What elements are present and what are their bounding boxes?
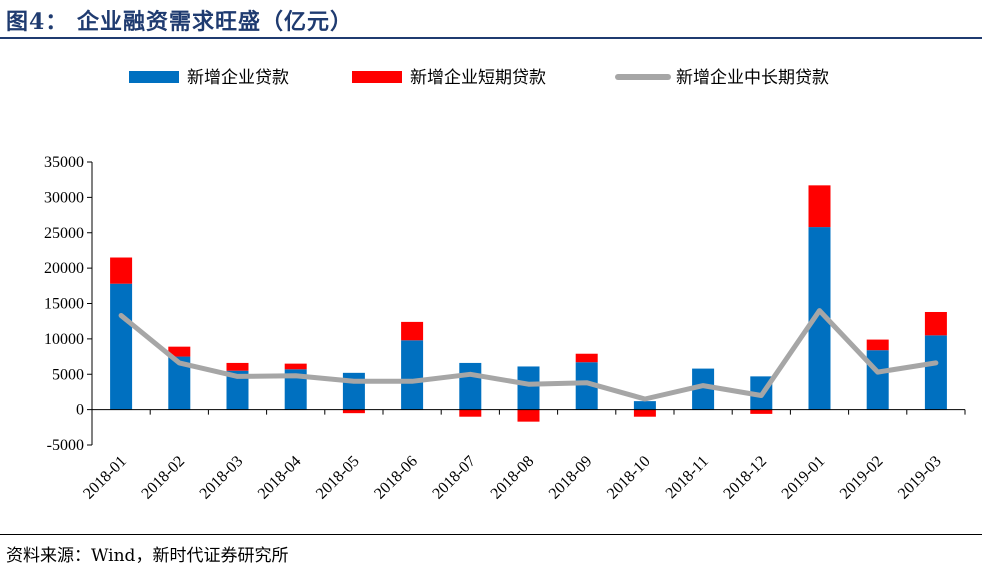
bar-total: [575, 362, 598, 410]
x-tick-label: 2018-10: [604, 453, 654, 503]
legend-swatch: [352, 71, 402, 83]
y-tick-label: 0: [76, 402, 84, 419]
x-tick-label: 2018-08: [488, 453, 538, 503]
y-tick-label: 10000: [44, 331, 84, 348]
bar-short: [575, 353, 598, 363]
y-tick-label: 35000: [44, 154, 84, 171]
source-rule: [0, 534, 982, 535]
bar-short: [633, 409, 656, 417]
x-tick-label: 2018-12: [720, 453, 770, 503]
bar-total: [924, 335, 947, 410]
bar-total: [633, 401, 656, 410]
bar-short: [924, 311, 947, 336]
line-long-term: [118, 308, 939, 402]
y-tick-label: 5000: [52, 366, 84, 383]
line-series: [118, 308, 939, 402]
bar-total: [226, 370, 249, 410]
bar-total: [808, 227, 831, 410]
bar-short: [866, 339, 889, 351]
x-tick-label: 2019-02: [837, 453, 887, 503]
x-tick-label: 2018-11: [663, 453, 712, 502]
y-tick-label: 15000: [44, 296, 84, 313]
x-tick-label: 2019-03: [895, 453, 945, 503]
y-tick-label: 20000: [44, 260, 84, 277]
legend-label: 新增企业中长期贷款: [676, 68, 829, 88]
x-tick-label: 2018-01: [80, 453, 130, 503]
chart-title: 图4： 企业融资需求旺盛（亿元）: [6, 9, 353, 35]
x-tick-label: 2018-09: [546, 453, 596, 503]
bar-total: [866, 350, 889, 410]
legend-label: 新增企业短期贷款: [410, 68, 546, 88]
title-rule: [0, 37, 982, 39]
y-axis: 35000 30000 25000 20000 15000 10000 5000 0 -5000: [44, 154, 93, 454]
bar-short: [110, 257, 133, 284]
x-tick-label: 2018-05: [313, 453, 363, 503]
bar-short: [226, 362, 249, 371]
bar-total: [284, 369, 307, 410]
bar-short: [401, 321, 424, 341]
x-tick-label: 2018-07: [429, 453, 479, 503]
legend-label: 新增企业贷款: [187, 68, 289, 88]
y-tick-label: -5000: [47, 437, 84, 454]
bar-total: [692, 368, 715, 410]
x-tick-label: 2018-06: [371, 453, 421, 503]
bar-short: [517, 409, 540, 422]
y-tick-label: 30000: [44, 189, 84, 206]
bar-total: [517, 366, 540, 410]
legend: 新增企业贷款 新增企业短期贷款 新增企业中长期贷款: [129, 68, 829, 88]
x-tick-label: 2018-04: [255, 453, 305, 503]
legend-swatch: [129, 71, 179, 83]
bar-short: [750, 409, 773, 414]
x-tick-label: 2019-01: [779, 453, 829, 503]
source-note: 资料来源：Wind，新时代证券研究所: [6, 546, 289, 566]
bar-total: [459, 362, 482, 410]
bar-total: [401, 340, 424, 410]
bar-total: [110, 283, 133, 410]
bar-total: [168, 356, 191, 410]
x-tick-label: 2018-02: [138, 453, 188, 503]
bar-short: [808, 185, 831, 228]
bar-short: [459, 409, 482, 417]
bar-short: [342, 409, 365, 414]
bar-short: [168, 346, 191, 357]
y-tick-label: 25000: [44, 225, 84, 242]
x-axis: 2018-01 2018-02 2018-03 2018-04 2018-05 2018-…: [80, 409, 966, 503]
bar-short: [284, 363, 307, 370]
x-tick-label: 2018-03: [197, 453, 247, 503]
